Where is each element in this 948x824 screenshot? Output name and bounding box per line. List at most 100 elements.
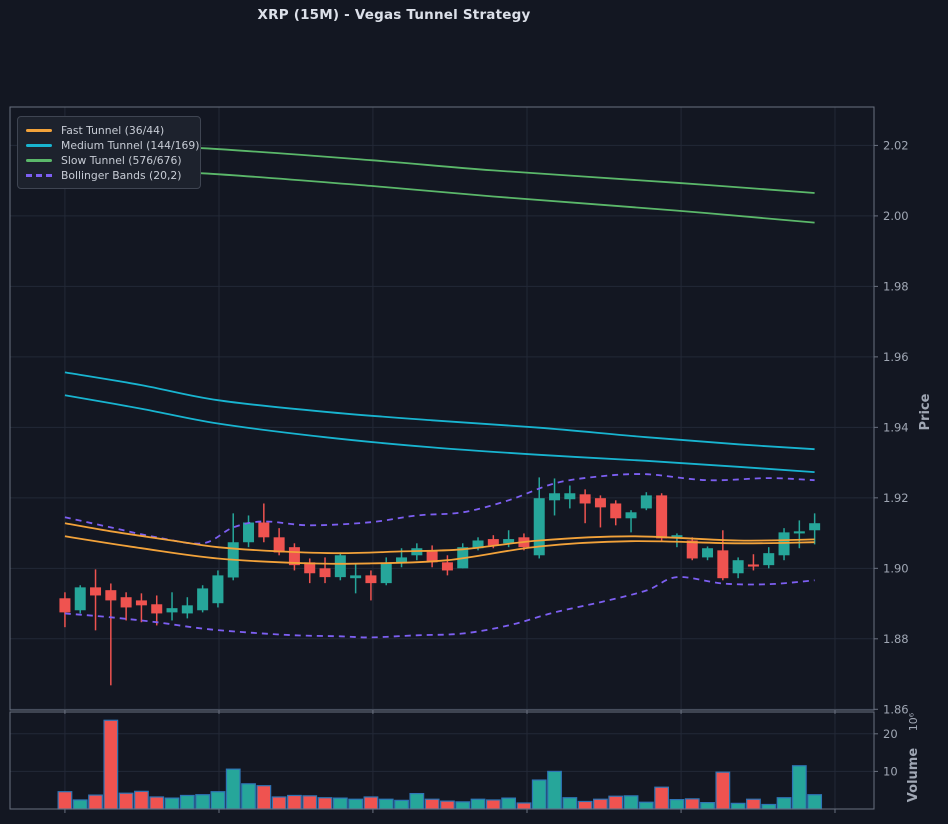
- volume-bar: [700, 802, 715, 810]
- volume-bar: [195, 794, 211, 810]
- volume-bar: [424, 798, 440, 810]
- volume-bar: [715, 771, 731, 810]
- volume-bar: [761, 803, 777, 810]
- legend-item-label: Bollinger Bands (20,2): [61, 169, 182, 182]
- candle-body: [426, 550, 438, 563]
- price-tick-label: 2.00: [883, 209, 909, 223]
- volume-tick-label: 20: [883, 727, 898, 741]
- volume-bar: [134, 790, 149, 810]
- candlestick-series: [59, 477, 821, 686]
- volume-bar: [164, 797, 180, 810]
- chart-legend: Fast Tunnel (36/44) Medium Tunnel (144/16…: [17, 116, 201, 189]
- volume-bar: [287, 794, 302, 810]
- candle-body: [273, 537, 285, 553]
- volume-bar: [638, 801, 654, 810]
- volume-bar: [256, 785, 272, 810]
- volume-bar: [776, 797, 792, 810]
- candle-body: [212, 575, 224, 604]
- volume-bar: [562, 797, 578, 810]
- candle-body: [778, 532, 790, 556]
- volume-bar: [547, 770, 562, 810]
- legend-item: Medium Tunnel (144/169): [26, 138, 199, 153]
- volume-bar: [516, 802, 532, 810]
- volume-bar: [440, 800, 455, 810]
- legend-dashed-line-swatch: [26, 174, 52, 177]
- volume-bar: [332, 797, 348, 810]
- candle-body: [732, 560, 744, 574]
- candle-body: [135, 600, 147, 606]
- volume-tick-label: 10: [883, 764, 898, 778]
- price-tick-label: 1.90: [883, 561, 909, 575]
- volume-axis-title: Volume: [906, 748, 921, 803]
- candle-body: [304, 562, 316, 574]
- candle-body: [319, 568, 331, 578]
- volume-bar: [807, 794, 823, 810]
- candle-body: [625, 512, 637, 519]
- candle-body: [166, 608, 178, 613]
- candle-body: [503, 539, 515, 544]
- price-tick-label: 1.94: [883, 420, 909, 434]
- series-line-medium-tunnel-144: [64, 371, 815, 451]
- legend-item: Fast Tunnel (36/44): [26, 123, 192, 138]
- volume-bar: [88, 794, 103, 810]
- volume-bar: [654, 786, 670, 810]
- candle-body: [334, 555, 346, 578]
- legend-item-label: Slow Tunnel (576/676): [61, 154, 182, 167]
- candle-body: [181, 605, 193, 614]
- volume-bar: [317, 797, 333, 810]
- series-line-fast-tunnel-36: [64, 522, 815, 555]
- candle-body: [640, 495, 652, 509]
- axis-ticks-and-labels: 2.02 2.00 1.98 1.96 1.94 1.92 1.90 1.88 1.86 20 10: [64, 138, 909, 813]
- candle-body: [243, 522, 255, 543]
- price-tick-label: 1.92: [883, 491, 909, 505]
- volume-bar: [684, 798, 700, 810]
- volume-bar: [577, 800, 593, 810]
- volume-bar: [302, 795, 318, 810]
- volume-bar: [363, 796, 379, 810]
- volume-bar: [225, 768, 241, 810]
- gridlines: [10, 107, 874, 809]
- volume-bar: [118, 792, 134, 810]
- legend-line-swatch: [26, 144, 52, 147]
- candle-body: [105, 590, 117, 601]
- volume-bar: [210, 791, 226, 810]
- candle-body: [656, 495, 668, 539]
- candle-body: [671, 535, 683, 537]
- volume-bars: [57, 719, 823, 810]
- candle-body: [533, 498, 545, 556]
- price-tick-label: 1.88: [883, 632, 909, 646]
- volume-bar: [455, 801, 471, 810]
- candle-body: [549, 493, 561, 501]
- candle-body: [90, 587, 102, 596]
- indicator-lines: [64, 142, 815, 639]
- candle-body: [59, 598, 71, 613]
- volume-bar: [791, 765, 807, 810]
- candle-body: [441, 562, 453, 571]
- volume-bar: [378, 798, 394, 810]
- volume-bar: [348, 798, 364, 810]
- price-axis-title: Price: [918, 393, 933, 430]
- candle-body: [793, 531, 805, 534]
- candle-body: [487, 539, 499, 546]
- candle-body: [747, 564, 759, 567]
- volume-bar: [149, 796, 165, 810]
- volume-bar: [179, 794, 195, 810]
- volume-bar: [485, 799, 501, 810]
- series-line-bollinger-upper: [64, 473, 815, 545]
- volume-bar: [241, 783, 256, 810]
- series-line-bollinger-lower: [64, 576, 815, 639]
- candle-body: [120, 597, 132, 608]
- candle-body: [686, 540, 698, 559]
- candle-body: [350, 575, 362, 579]
- volume-bar: [746, 798, 761, 810]
- candle-body: [151, 604, 163, 614]
- legend-line-swatch: [26, 159, 52, 162]
- panel-frames: [9, 106, 875, 810]
- volume-bar: [730, 802, 746, 810]
- candle-body: [258, 522, 270, 538]
- volume-bar: [394, 799, 409, 810]
- candle-body: [197, 588, 209, 611]
- volume-bar: [593, 798, 608, 810]
- volume-bar: [501, 797, 517, 810]
- candle-body: [564, 493, 576, 500]
